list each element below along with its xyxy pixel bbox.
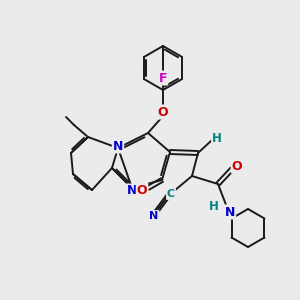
Text: O: O bbox=[137, 184, 147, 196]
Text: N: N bbox=[113, 140, 123, 152]
Text: O: O bbox=[232, 160, 242, 172]
Text: F: F bbox=[159, 71, 167, 85]
Text: H: H bbox=[212, 131, 222, 145]
Text: N: N bbox=[149, 211, 159, 221]
Text: N: N bbox=[225, 206, 235, 218]
Text: N: N bbox=[127, 184, 137, 197]
Text: O: O bbox=[158, 106, 168, 118]
Text: C: C bbox=[167, 189, 175, 199]
Text: H: H bbox=[209, 200, 219, 214]
